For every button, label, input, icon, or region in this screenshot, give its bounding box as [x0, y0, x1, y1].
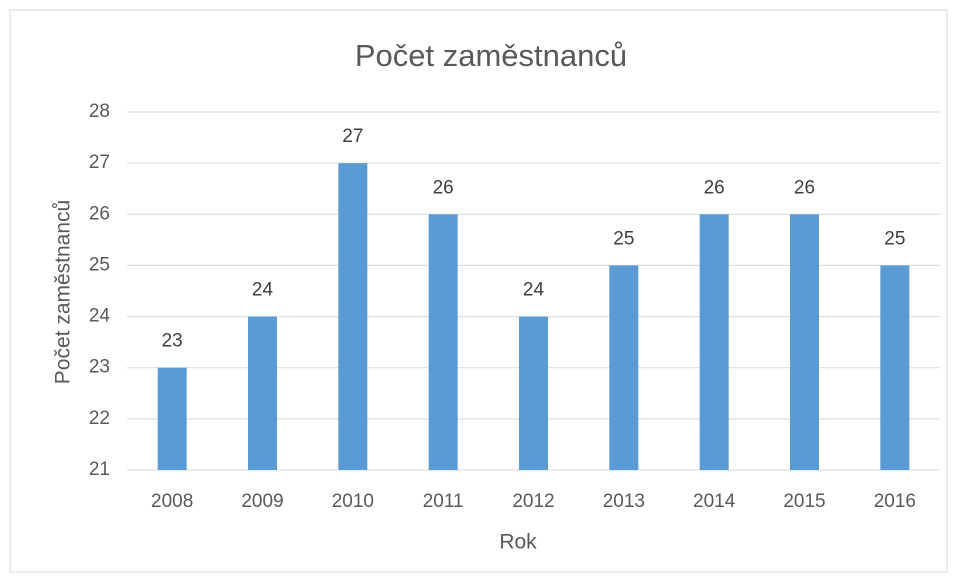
data-label: 25 — [884, 228, 905, 249]
y-tick-label: 22 — [89, 408, 110, 429]
x-tick-label: 2014 — [693, 491, 736, 512]
x-tick-label: 2011 — [423, 491, 464, 512]
bar — [157, 367, 187, 470]
bar — [338, 163, 368, 470]
bar — [428, 214, 458, 470]
data-label: 26 — [794, 177, 815, 198]
bar — [248, 316, 277, 470]
y-tick-label: 23 — [89, 357, 110, 378]
data-label: 26 — [704, 177, 725, 198]
data-label: 23 — [162, 331, 183, 352]
bar — [790, 214, 819, 470]
chart-title: Počet zaměstnanců — [355, 38, 627, 73]
x-tick-label: 2010 — [332, 491, 374, 512]
y-tick-label: 26 — [89, 203, 110, 224]
bar — [880, 265, 910, 470]
data-label: 24 — [252, 280, 274, 301]
bar — [609, 265, 639, 470]
data-label: 27 — [342, 126, 363, 147]
data-label: 25 — [613, 228, 634, 249]
y-tick-label: 25 — [89, 254, 110, 275]
x-tick-label: 2009 — [241, 491, 283, 512]
x-tick-label: 2016 — [874, 491, 916, 512]
y-tick-label: 24 — [89, 306, 111, 327]
y-tick-label: 21 — [89, 459, 110, 480]
x-axis-label: Rok — [499, 531, 537, 554]
y-tick-label: 28 — [89, 101, 110, 122]
x-tick-label: 2012 — [512, 491, 554, 512]
bar — [699, 214, 729, 470]
y-tick-label: 27 — [89, 152, 110, 173]
data-label: 24 — [523, 280, 545, 301]
x-tick-label: 2008 — [151, 491, 193, 512]
y-axis-label: Počet zaměstnanců — [52, 200, 75, 384]
bar — [519, 316, 548, 470]
x-tick-label: 2015 — [783, 491, 825, 512]
data-label: 26 — [433, 177, 454, 198]
x-tick-label: 2013 — [603, 491, 645, 512]
